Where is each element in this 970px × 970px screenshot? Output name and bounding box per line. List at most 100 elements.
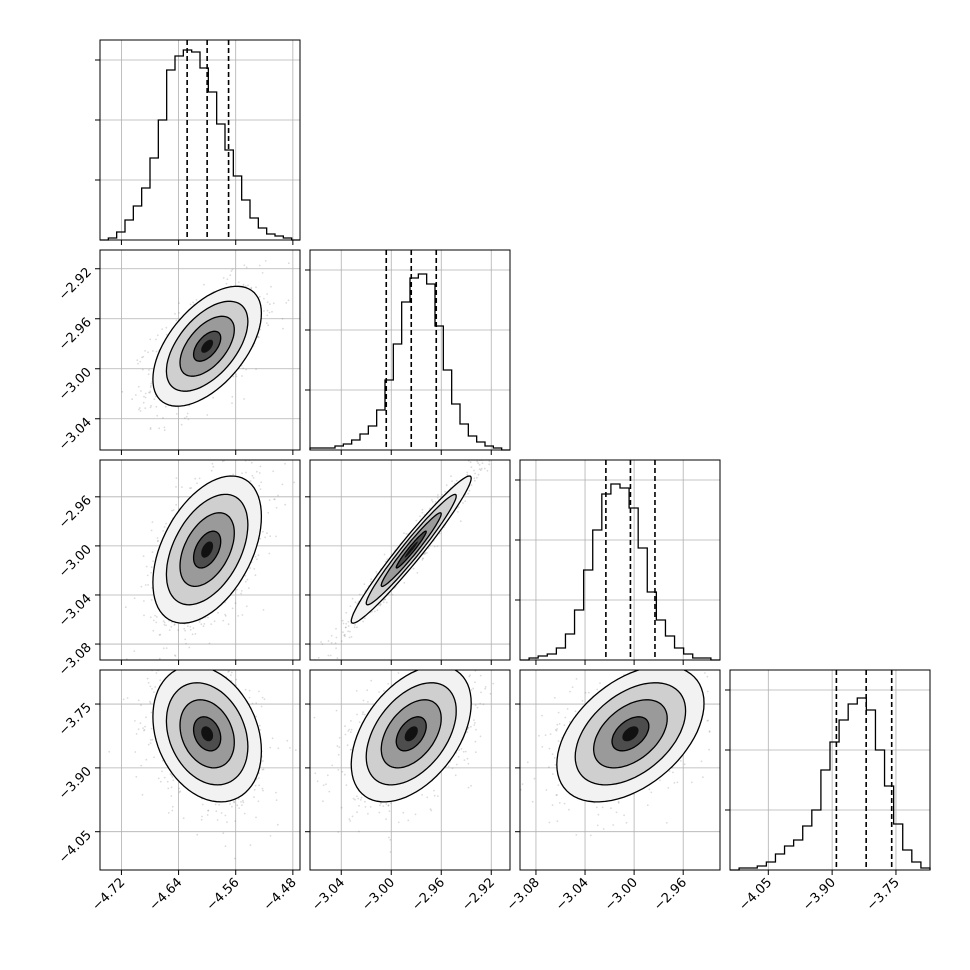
scatter-point [185, 642, 187, 645]
scatter-point [244, 285, 247, 287]
scatter-point [531, 800, 534, 803]
scatter-point [707, 719, 710, 722]
scatter-point [234, 857, 236, 860]
scatter-point [541, 745, 544, 748]
scatter-point [145, 565, 148, 568]
contour-line [365, 682, 457, 786]
scatter-point [137, 728, 140, 730]
scatter-point [247, 284, 249, 287]
scatter-point [191, 639, 193, 641]
scatter-point [145, 716, 147, 719]
scatter-point [242, 801, 245, 804]
scatter-point [183, 627, 186, 630]
scatter-point [387, 682, 390, 685]
scatter-point [284, 503, 287, 506]
scatter-point [473, 719, 475, 721]
scatter-point [168, 629, 171, 631]
scatter-point [194, 477, 197, 480]
scatter-point [248, 587, 250, 589]
scatter-point [266, 532, 268, 534]
scatter-point [203, 631, 205, 633]
scatter-point [424, 552, 426, 555]
scatter-point [584, 691, 587, 694]
histogram-bar [547, 654, 556, 660]
scatter-point [156, 334, 159, 337]
scatter-point [340, 640, 343, 642]
scatter-point [574, 710, 577, 713]
histogram-bar [402, 302, 410, 450]
scatter-point [434, 658, 436, 660]
scatter-point [415, 519, 418, 522]
scatter-point [231, 607, 234, 610]
y-tick-label: −2.92 [56, 265, 95, 304]
scatter-point [150, 384, 152, 387]
x-tick-label: −3.75 [864, 875, 903, 914]
scatter-point [462, 750, 465, 753]
scatter-point [427, 661, 429, 663]
scatter-point [433, 647, 435, 649]
histogram-bar [675, 648, 684, 660]
scatter-point [150, 382, 153, 385]
scatter-point [469, 725, 472, 728]
scatter-point [248, 696, 251, 699]
scatter-point [258, 724, 261, 727]
scatter-point [142, 555, 145, 557]
scatter-point [444, 490, 446, 493]
scatter-point [386, 558, 389, 561]
scatter-point [551, 773, 554, 775]
scatter-point [708, 730, 711, 732]
scatter-point [551, 804, 554, 806]
scatter-point [410, 664, 412, 666]
scatter-point [473, 469, 475, 472]
scatter-point [155, 621, 158, 624]
scatter-point [210, 623, 213, 625]
scatter-point [342, 622, 345, 625]
scatter-point [217, 611, 219, 614]
histogram-bar [794, 840, 803, 870]
scatter-point [126, 697, 129, 699]
scatter-point [363, 583, 366, 585]
histogram-bar [875, 750, 884, 870]
scatter-point [473, 457, 475, 459]
scatter-point [679, 760, 682, 762]
scatter-point [164, 476, 166, 478]
scatter-point [263, 698, 266, 701]
scatter-point [602, 828, 605, 830]
histogram-bar [158, 120, 166, 240]
scatter-point [473, 479, 476, 482]
scatter-point [258, 264, 261, 267]
scatter-point [235, 684, 238, 686]
scatter-point [249, 480, 252, 482]
scatter-point [271, 310, 273, 313]
scatter-point [201, 815, 203, 818]
scatter-point [149, 616, 152, 619]
scatter-point [354, 798, 356, 801]
scatter-point [557, 740, 560, 742]
contour-line [165, 300, 249, 392]
scatter-point [158, 427, 161, 430]
scatter-point [708, 748, 710, 751]
scatter-point [248, 689, 251, 692]
scatter-point [704, 672, 706, 674]
scatter-point [364, 800, 366, 803]
scatter-point [121, 390, 124, 393]
scatter-point [260, 705, 263, 708]
scatter-point [245, 605, 248, 608]
scatter-point [322, 784, 325, 787]
histogram-bar [894, 824, 903, 870]
scatter-point [615, 811, 618, 814]
scatter-point [175, 477, 178, 479]
histogram-bar [217, 124, 225, 240]
scatter-point [276, 823, 279, 826]
scatter-point [484, 687, 487, 690]
scatter-point [273, 498, 275, 501]
scatter-point [423, 553, 425, 555]
scatter-point [192, 301, 195, 304]
scatter-point [709, 647, 711, 649]
x-tick-label: −2.96 [409, 875, 448, 914]
scatter-point [470, 484, 473, 486]
scatter-point [255, 286, 257, 289]
scatter-point [275, 791, 277, 794]
scatter-point [344, 725, 346, 728]
y-tick-label: −3.00 [56, 365, 95, 404]
